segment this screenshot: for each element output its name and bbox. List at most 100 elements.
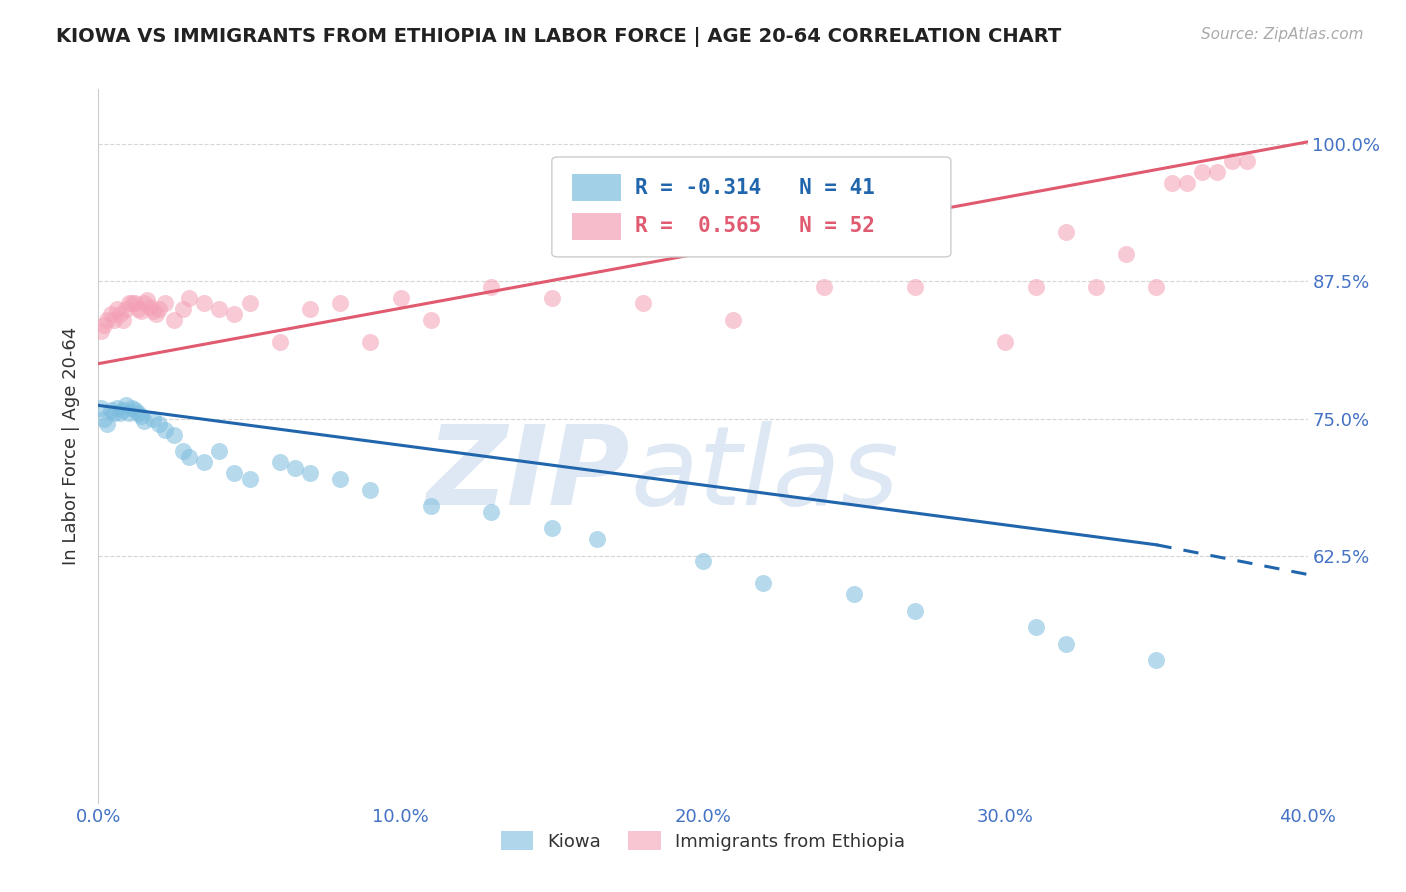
Point (904, 280, 927, 294)
Point (692, 554, 714, 568)
Point (142, 304, 165, 318)
Point (481, 505, 503, 519)
Point (132, 414, 155, 428)
Point (96, 312, 118, 326)
Point (631, 296, 654, 310)
Point (299, 301, 322, 316)
Point (124, 402, 146, 417)
Point (145, 307, 167, 321)
Point (90, 401, 112, 415)
Point (239, 296, 262, 310)
Point (1175, 176, 1198, 190)
Text: ZIP: ZIP (427, 421, 630, 528)
Point (118, 296, 141, 310)
Point (269, 334, 291, 349)
Point (1160, 176, 1182, 190)
Point (111, 402, 134, 417)
Point (105, 301, 128, 316)
Point (100, 307, 122, 321)
Point (208, 301, 231, 316)
Point (329, 296, 352, 310)
Point (224, 467, 246, 481)
Point (121, 401, 143, 415)
Point (179, 450, 201, 464)
Point (153, 423, 176, 437)
Point (163, 428, 186, 442)
Point (90, 324, 112, 338)
Point (139, 300, 162, 314)
Point (723, 312, 745, 326)
Point (239, 472, 262, 486)
Point (172, 301, 194, 316)
Point (420, 312, 443, 326)
Point (1054, 637, 1077, 651)
Point (153, 296, 176, 310)
Point (586, 533, 609, 547)
FancyBboxPatch shape (572, 212, 621, 240)
Text: R = -0.314   N = 41: R = -0.314 N = 41 (636, 178, 875, 198)
Point (129, 409, 152, 424)
Text: atlas: atlas (630, 421, 898, 528)
Point (1024, 620, 1046, 634)
Point (127, 301, 149, 316)
Point (103, 312, 125, 326)
Point (1191, 164, 1213, 178)
Point (844, 587, 866, 601)
Point (148, 417, 170, 431)
Point (1144, 653, 1167, 667)
Point (108, 406, 131, 420)
Point (329, 472, 352, 486)
Point (100, 402, 122, 417)
Point (108, 307, 131, 321)
Point (1220, 153, 1243, 168)
Y-axis label: In Labor Force | Age 20-64: In Labor Force | Age 20-64 (62, 326, 80, 566)
Point (114, 398, 136, 412)
Point (148, 301, 170, 316)
Point (540, 521, 562, 535)
Point (1144, 280, 1167, 294)
Point (208, 444, 231, 458)
FancyBboxPatch shape (572, 174, 621, 202)
Legend: Kiowa, Immigrants from Ethiopia: Kiowa, Immigrants from Ethiopia (494, 824, 912, 858)
Point (129, 304, 152, 318)
Point (284, 461, 307, 475)
Text: R =  0.565   N = 52: R = 0.565 N = 52 (636, 216, 875, 236)
Point (93, 318, 115, 333)
Point (813, 280, 835, 294)
Point (994, 334, 1017, 349)
FancyBboxPatch shape (551, 157, 950, 257)
Point (172, 444, 194, 458)
Point (540, 291, 562, 305)
Text: KIOWA VS IMMIGRANTS FROM ETHIOPIA IN LABOR FORCE | AGE 20-64 CORRELATION CHART: KIOWA VS IMMIGRANTS FROM ETHIOPIA IN LAB… (56, 27, 1062, 46)
Point (1024, 280, 1046, 294)
Point (142, 411, 165, 425)
Point (1085, 280, 1108, 294)
Point (111, 312, 134, 326)
Point (118, 406, 141, 420)
Point (127, 406, 149, 420)
Point (93, 411, 115, 425)
Point (135, 293, 157, 307)
Point (299, 467, 322, 481)
Point (193, 296, 215, 310)
Point (752, 576, 775, 591)
Point (1206, 164, 1229, 178)
Point (1115, 247, 1137, 261)
Point (481, 280, 503, 294)
Point (193, 455, 215, 469)
Point (360, 334, 382, 349)
Point (105, 401, 128, 415)
Point (1236, 153, 1258, 168)
Point (1054, 225, 1077, 239)
Point (904, 604, 927, 618)
Point (132, 296, 155, 310)
Point (179, 291, 201, 305)
Point (163, 312, 186, 326)
Point (96, 417, 118, 431)
Point (420, 500, 443, 514)
Point (121, 296, 143, 310)
Point (124, 296, 146, 310)
Point (360, 483, 382, 497)
Point (389, 291, 412, 305)
Point (103, 406, 125, 420)
